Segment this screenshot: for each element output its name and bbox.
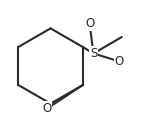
Text: S: S xyxy=(90,47,97,60)
Text: O: O xyxy=(42,102,51,115)
Text: O: O xyxy=(115,55,124,68)
Text: O: O xyxy=(85,17,94,30)
